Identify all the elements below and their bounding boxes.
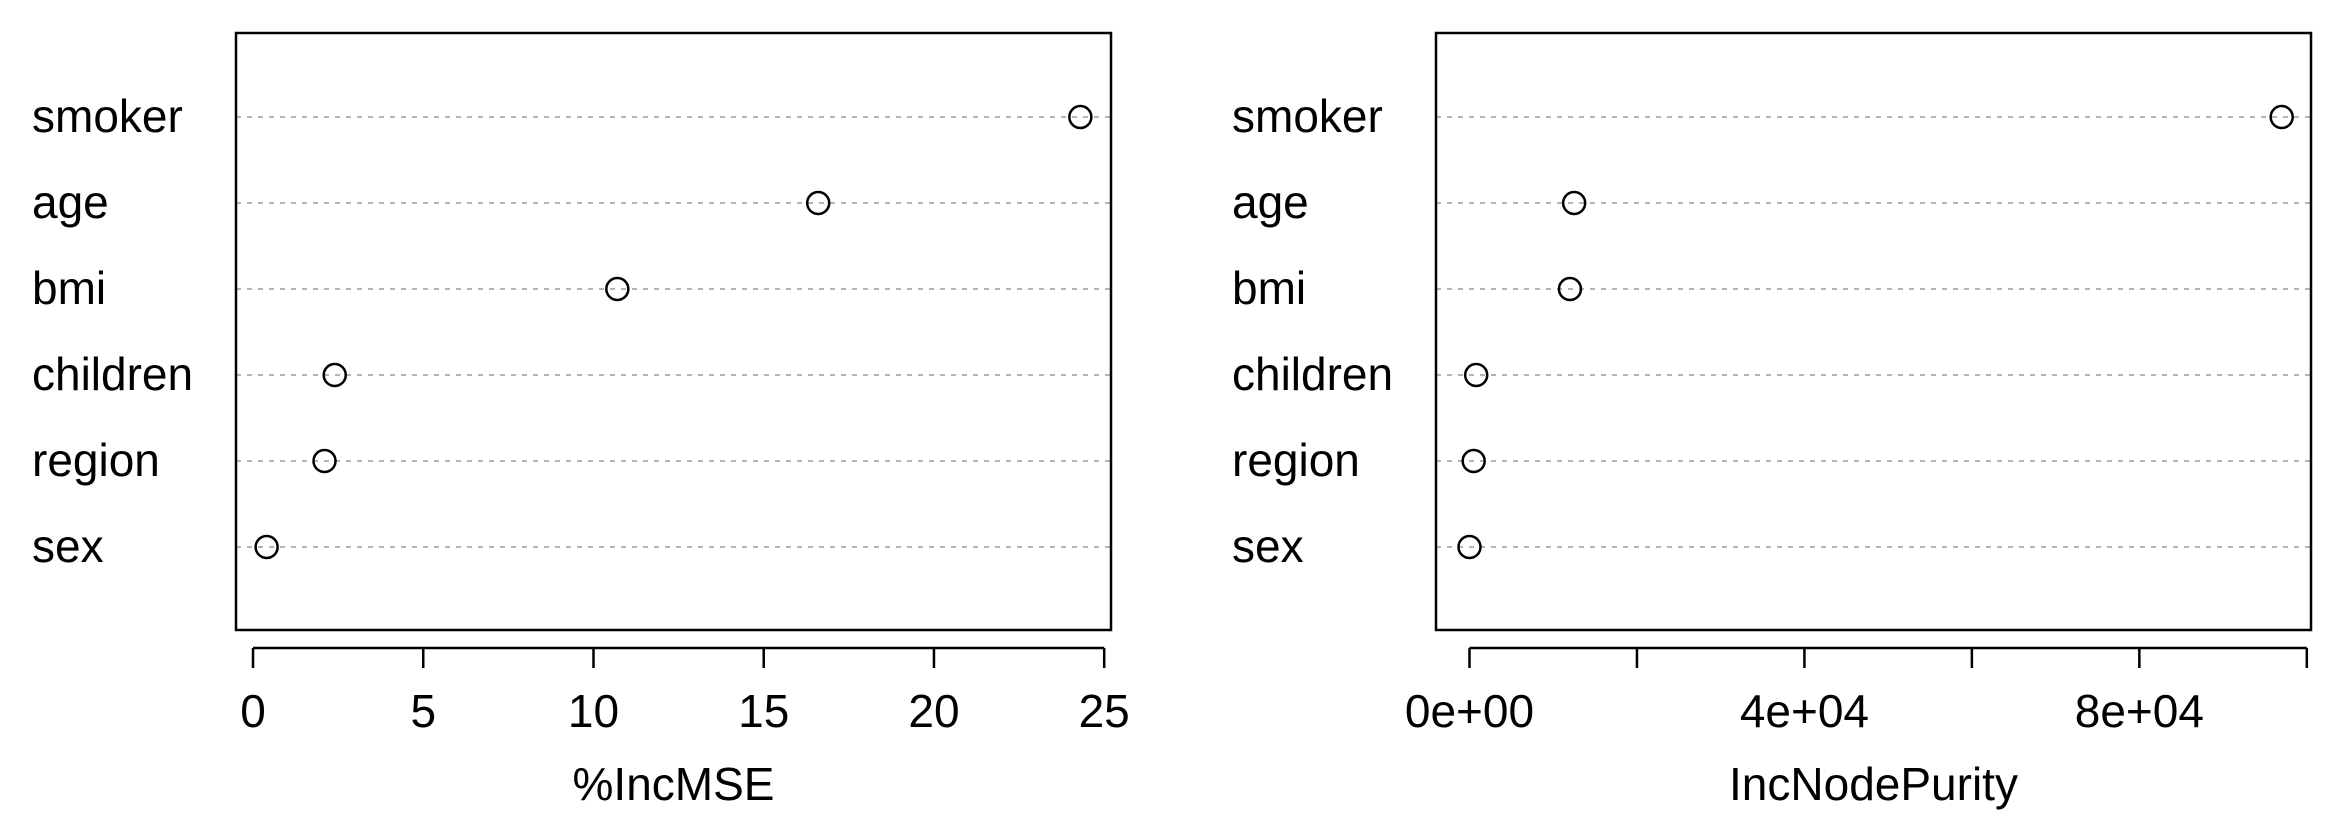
data-point: [805, 190, 831, 216]
panel-2: smoker age bmi children region sex 0e+00 4e+04 8…: [1232, 31, 2313, 810]
x-tick-label: 25: [1079, 685, 1130, 737]
x-tick-label: 20: [908, 685, 959, 737]
category-label: age: [1232, 176, 1309, 228]
x-tick-label: 8e+04: [2075, 685, 2204, 737]
data-point: [322, 362, 347, 388]
x-tick-label: 0: [240, 685, 266, 737]
x-axis-title: IncNodePurity: [1729, 758, 2018, 810]
data-point: [2269, 104, 2294, 130]
data-point: [1461, 448, 1486, 474]
x-tick-label: 15: [738, 685, 789, 737]
data-point: [1463, 362, 1489, 388]
data-point: [312, 448, 337, 474]
plot-frame: [1434, 31, 2313, 632]
category-label: region: [32, 434, 160, 486]
data-point: [254, 534, 279, 560]
category-label: children: [32, 348, 193, 400]
data-point: [605, 276, 630, 302]
data-point: [1561, 190, 1587, 216]
category-label: region: [1232, 434, 1360, 486]
data-point: [1557, 276, 1583, 302]
x-tick-label: 0e+00: [1405, 685, 1534, 737]
category-label: sex: [1232, 520, 1304, 572]
x-tick-label: 10: [568, 685, 619, 737]
category-label: smoker: [1232, 90, 1383, 142]
category-label: age: [32, 176, 109, 228]
category-label: bmi: [1232, 262, 1306, 314]
x-axis-title: %IncMSE: [573, 758, 775, 810]
x-tick-label: 4e+04: [1740, 685, 1869, 737]
x-tick-label: 5: [410, 685, 436, 737]
panel-1: smoker age bmi children region sex 0 5 10 15 20 25%…: [32, 31, 1130, 810]
category-label: children: [1232, 348, 1393, 400]
category-label: bmi: [32, 262, 106, 314]
data-point: [1068, 104, 1093, 130]
category-label: sex: [32, 520, 104, 572]
category-label: smoker: [32, 90, 183, 142]
plot-frame: [234, 31, 1113, 632]
data-point: [1457, 534, 1482, 560]
